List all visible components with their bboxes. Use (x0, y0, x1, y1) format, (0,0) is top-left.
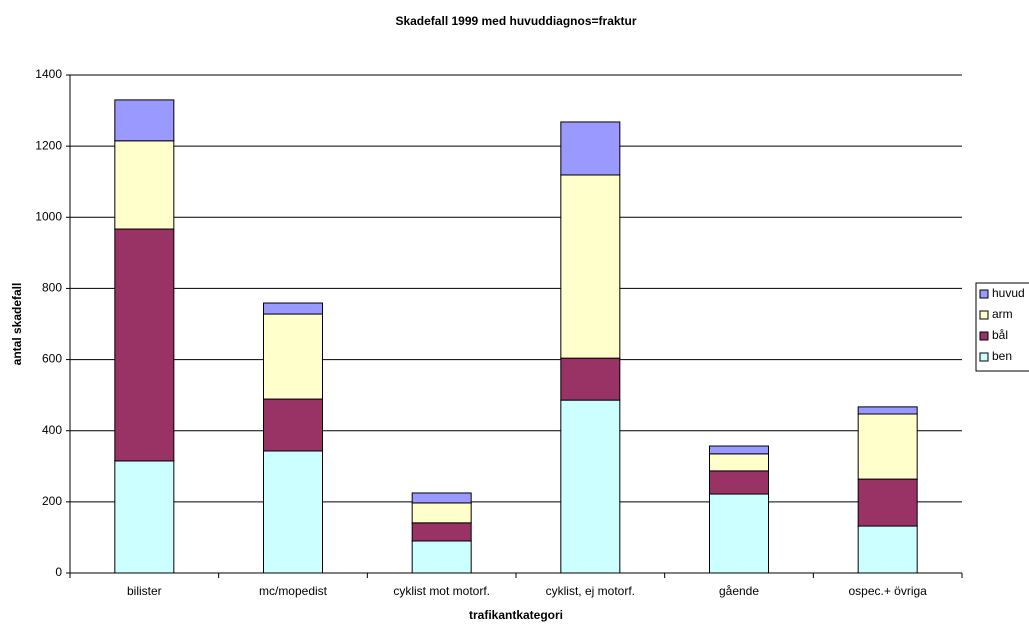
y-tick-label: 800 (42, 281, 62, 295)
x-tick-label: mc/mopedist (259, 584, 328, 598)
bar-segment (709, 470, 769, 495)
x-tick-label: gående (719, 584, 759, 598)
bar-segment (709, 445, 769, 455)
bar-segment (560, 121, 621, 176)
bar-segment (411, 502, 472, 524)
legend-swatch (979, 331, 989, 341)
bar-segment (114, 460, 175, 574)
y-tick-label: 1000 (35, 209, 62, 223)
y-tick-label: 1400 (35, 67, 62, 81)
bar-segment (857, 478, 918, 527)
x-tick-label: cyklist mot motorf. (393, 584, 490, 598)
bar-segment (411, 492, 472, 504)
bar-segment (857, 406, 918, 415)
bar-segment (411, 522, 472, 542)
bar-segment (857, 413, 918, 480)
legend-label: bål (992, 328, 1008, 342)
y-axis-label: antal skadefall (10, 283, 24, 366)
legend-label: huvud (992, 286, 1025, 300)
bar-segment (560, 357, 621, 401)
y-tick-label: 0 (55, 565, 62, 579)
y-tick-label: 200 (42, 494, 62, 508)
bar-segment (709, 453, 769, 472)
x-axis-label: trafikantkategori (469, 608, 563, 622)
legend-swatch (979, 310, 989, 320)
x-tick-label: cyklist, ej motorf. (546, 584, 635, 598)
y-tick-label: 400 (42, 423, 62, 437)
bar-segment (263, 398, 323, 452)
x-tick-label: ospec.+ övriga (848, 584, 927, 598)
legend-swatch (979, 352, 989, 362)
bar-segment (114, 140, 175, 230)
legend-label: ben (992, 349, 1012, 363)
bar-segment (709, 493, 769, 574)
bar-segment (857, 525, 918, 574)
y-tick-label: 1200 (35, 138, 62, 152)
y-tick-label: 600 (42, 352, 62, 366)
bar-segment (560, 399, 621, 574)
bar-segment (114, 228, 175, 462)
chart-title: Skadefall 1999 med huvuddiagnos=fraktur (395, 14, 636, 28)
bar-segment (263, 450, 323, 574)
bar-segment (114, 99, 175, 142)
bar-segment (263, 313, 323, 400)
bar-segment (411, 540, 472, 574)
bar-segment (560, 174, 621, 359)
x-tick-label: bilister (127, 584, 162, 598)
legend-label: arm (992, 307, 1013, 321)
bar-segment (263, 302, 323, 315)
legend-swatch (979, 289, 989, 299)
